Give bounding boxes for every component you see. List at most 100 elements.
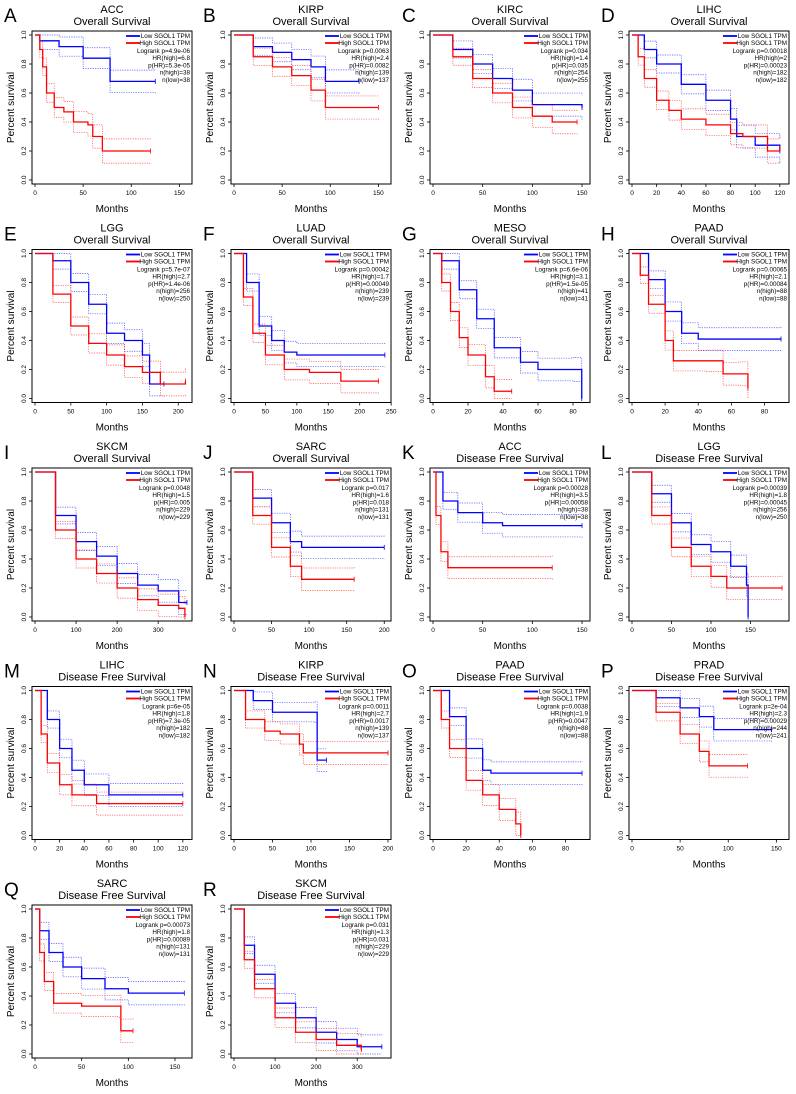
legend-bg bbox=[522, 695, 588, 702]
y-tick-label: 0.4 bbox=[419, 554, 426, 563]
stat-annotation: p(HR)=1.5e-05 bbox=[546, 281, 588, 288]
high-ci-lower bbox=[234, 471, 355, 592]
x-tick-label: 100 bbox=[153, 846, 164, 853]
legend-bg bbox=[323, 258, 389, 265]
legend-bg bbox=[721, 476, 787, 484]
stat-annotation: HR(high)=1.8 bbox=[152, 711, 190, 718]
y-tick-label: 1.0 bbox=[220, 30, 227, 39]
y-tick-label: 0.6 bbox=[220, 962, 227, 971]
stat-annotation: Logrank p=6.6e-06 bbox=[535, 267, 589, 274]
stat-annotation: p(HR)=0.0047 bbox=[548, 718, 588, 725]
panel-title: SARC bbox=[296, 441, 327, 453]
y-tick-label: 0.2 bbox=[419, 146, 426, 155]
y-tick-label: 1.0 bbox=[419, 30, 426, 39]
stat-annotation: Logrank p=0.00065 bbox=[733, 267, 788, 274]
low-survival-curve bbox=[35, 471, 187, 604]
stat-annotation: n(high)=131 bbox=[355, 507, 389, 514]
x-tick-label: 150 bbox=[341, 627, 352, 634]
y-axis-label: Percent survival bbox=[205, 946, 216, 1017]
stat-annotation: Logrank p=0.0048 bbox=[139, 485, 190, 492]
stat-annotation: HR(high)=1.8 bbox=[749, 492, 787, 499]
y-tick-label: 1.0 bbox=[220, 467, 227, 476]
high-survival-curve bbox=[433, 689, 522, 836]
x-tick-label: 50 bbox=[279, 190, 287, 197]
plot-frame bbox=[230, 904, 392, 1059]
x-tick-label: 0 bbox=[33, 190, 37, 197]
high-survival-curve bbox=[632, 34, 781, 152]
y-axis-label: Percent survival bbox=[404, 72, 415, 143]
y-tick-label: 0.8 bbox=[220, 933, 227, 942]
x-tick-label: 100 bbox=[706, 627, 717, 634]
high-survival-curve bbox=[35, 34, 151, 152]
panel-letter: E bbox=[4, 225, 17, 246]
stat-annotation: n(low)=88 bbox=[560, 732, 588, 739]
panel-subtitle: Overall Survival bbox=[670, 235, 747, 247]
high-survival-curve bbox=[234, 689, 388, 754]
x-tick-label: 20 bbox=[56, 846, 64, 853]
stat-annotation: n(high)=41 bbox=[558, 288, 589, 295]
x-axis-label: Months bbox=[693, 204, 726, 215]
x-tick-label: 300 bbox=[352, 1064, 363, 1071]
panel-title: LGG bbox=[697, 441, 720, 453]
y-tick-label: 0.2 bbox=[419, 802, 426, 811]
plot-frame bbox=[628, 467, 790, 622]
x-tick-label: 20 bbox=[463, 846, 471, 853]
x-tick-label: 200 bbox=[173, 409, 184, 416]
panel-subtitle: Disease Free Survival bbox=[257, 890, 365, 902]
x-tick-label: 50 bbox=[67, 409, 75, 416]
low-ci-upper bbox=[632, 690, 772, 719]
legend-entry: Low SGOL1 TPM bbox=[340, 33, 389, 40]
panel-subtitle: Overall Survival bbox=[471, 16, 548, 28]
panel-letter: G bbox=[402, 225, 417, 246]
y-tick-label: 0.6 bbox=[618, 307, 625, 316]
stat-annotation: HR(high)=6.8 bbox=[152, 55, 190, 62]
y-tick-label: 0.4 bbox=[618, 117, 625, 126]
panel-letter: F bbox=[203, 225, 215, 246]
panel-title: KIRP bbox=[298, 4, 324, 16]
legend-bg bbox=[323, 913, 389, 921]
y-tick-label: 0.8 bbox=[21, 933, 28, 942]
panel-letter: P bbox=[601, 662, 614, 683]
panel-title: LIHC bbox=[696, 4, 721, 16]
y-tick-label: 0.8 bbox=[220, 496, 227, 505]
x-tick-label: 0 bbox=[33, 846, 37, 853]
legend-entry: High SGOL1 TPM bbox=[139, 40, 190, 47]
x-tick-label: 80 bbox=[130, 846, 138, 853]
stat-annotation: Logrank p=0.0038 bbox=[537, 704, 588, 711]
stat-annotation: HR(high)=2.4 bbox=[351, 55, 389, 62]
x-tick-label: 150 bbox=[577, 190, 588, 197]
x-tick-label: 0 bbox=[630, 190, 634, 197]
legend-bg bbox=[124, 906, 190, 914]
panel-title: LGG bbox=[100, 223, 123, 235]
y-tick-label: 0.2 bbox=[220, 583, 227, 592]
y-axis-label: Percent survival bbox=[6, 509, 17, 580]
panel-title: PAAD bbox=[694, 223, 723, 235]
low-survival-curve bbox=[35, 252, 164, 385]
y-tick-label: 1.0 bbox=[618, 686, 625, 695]
stat-annotation: p(HR)=0.031 bbox=[353, 936, 390, 943]
y-tick-label: 0.6 bbox=[419, 88, 426, 97]
stat-annotation: p(HR)=5.3e-05 bbox=[148, 62, 190, 69]
y-tick-label: 0.4 bbox=[21, 554, 28, 563]
plot-frame bbox=[628, 249, 790, 403]
legend-entry: High SGOL1 TPM bbox=[537, 40, 588, 47]
stat-annotation: p(HR)=1.4e-06 bbox=[148, 281, 190, 288]
y-axis-label: Percent survival bbox=[6, 72, 17, 143]
high-survival-curve bbox=[433, 252, 512, 392]
stat-annotation: Logrank p=2e-04 bbox=[739, 704, 787, 711]
x-tick-label: 80 bbox=[569, 409, 577, 416]
x-tick-label: 100 bbox=[101, 409, 112, 416]
high-survival-curve bbox=[632, 471, 783, 589]
legend-bg bbox=[522, 476, 588, 484]
x-tick-label: 0 bbox=[232, 409, 236, 416]
legend-bg bbox=[522, 688, 588, 695]
y-tick-label: 0.2 bbox=[21, 802, 28, 811]
y-tick-label: 0.4 bbox=[419, 336, 426, 345]
y-tick-label: 0.2 bbox=[220, 365, 227, 374]
stat-annotation: HR(high)=1.4 bbox=[550, 55, 588, 62]
x-tick-label: 0 bbox=[232, 627, 236, 634]
legend-bg bbox=[721, 32, 787, 40]
